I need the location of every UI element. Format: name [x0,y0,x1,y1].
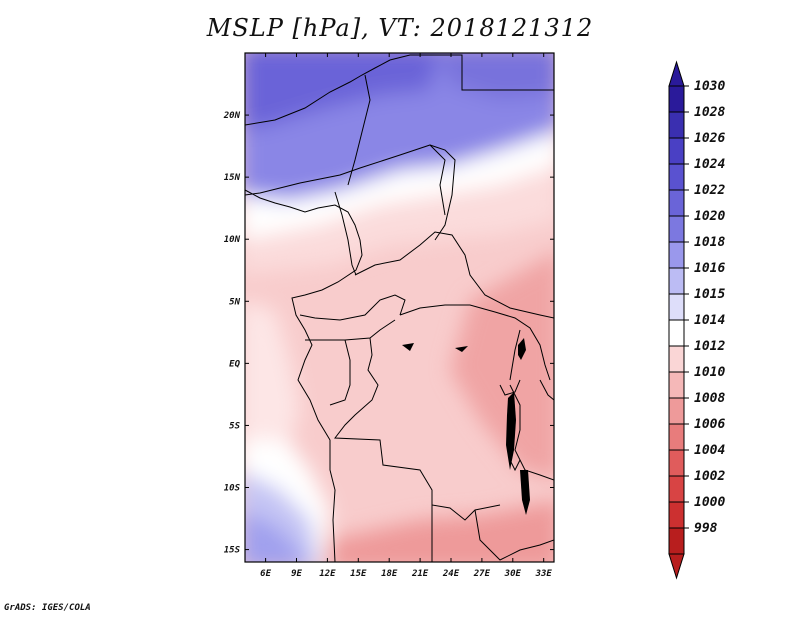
lon-tick-label: 21E [411,569,429,579]
lat-tick-label: EQ [229,359,240,369]
colorbar-label: 1002 [694,469,725,484]
colorbar-segment [668,163,685,191]
colorbar-segment [668,319,685,347]
lat-tick-label: 5N [229,297,240,307]
colorbar-label: 1024 [694,157,725,172]
lat-tick-label: 5S [229,421,240,431]
colorbar-label: 1000 [694,495,725,510]
lon-tick-label: 24E [442,569,460,579]
colorbar-segment [668,449,685,477]
colorbar: 1030 1028 1026 1024 1022 1020 1018 1016 1015 1014… [668,60,725,580]
lat-tick-label: 15N [224,173,241,183]
lon-tick-label: 27E [473,569,491,579]
axis-labels: 6E 9E 12E 15E 18E 21E 24E 27E 30E 33E 20N 15N 10N 5N E… [223,111,553,579]
lon-tick-label: 15E [350,569,367,579]
lakes [402,338,530,515]
map-title: MSLP [hPa], VT: 2018121312 [206,14,594,42]
lon-tick-label: 9E [291,569,302,579]
lon-tick-label: 33E [535,569,553,579]
lat-tick-label: 20N [223,111,241,121]
colorbar-label: 1012 [694,339,725,354]
colorbar-label: 1006 [694,417,725,432]
colorbar-label: 1016 [694,261,725,276]
colorbar-label: 998 [694,521,718,536]
colorbar-segment [668,85,685,113]
axis-ticks [245,53,554,562]
colorbar-label: 1022 [694,183,725,198]
colorbar-label: 1008 [694,391,725,406]
footer-credit: GrADS: IGES/COLA [4,603,91,613]
colorbar-segment [668,397,685,425]
lon-tick-label: 30E [504,569,522,579]
colorbar-segment [668,475,685,503]
lat-tick-label: 10N [224,235,241,245]
lon-tick-label: 18E [381,569,398,579]
colorbar-segment [668,189,685,217]
colorbar-segment [668,527,685,555]
colorbar-label: 1030 [694,79,725,94]
colorbar-segment [668,501,685,529]
lat-tick-label: 15S [224,546,241,556]
colorbar-label: 1020 [694,209,725,224]
colorbar-segment [668,267,685,295]
lon-tick-label: 6E [260,569,271,579]
lon-tick-label: 12E [319,569,336,579]
colorbar-segment [668,137,685,165]
plot-frame [244,52,555,563]
colorbar-segment [668,215,685,243]
lat-tick-label: 10S [224,484,241,494]
colorbar-label: 1015 [694,287,725,302]
colorbar-segment [668,111,685,139]
colorbar-segment [668,345,685,373]
colorbar-label: 1026 [694,131,725,146]
coastlines-and-borders [245,54,554,562]
colorbar-min-arrow [668,553,685,580]
colorbar-label: 1010 [694,365,725,380]
colorbar-segment [668,371,685,399]
colorbar-label: 1014 [694,313,725,328]
pressure-field [245,53,554,562]
colorbar-segment [668,293,685,321]
colorbar-segment [668,241,685,269]
colorbar-segment [668,423,685,451]
colorbar-max-arrow [668,60,685,87]
colorbar-label: 1018 [694,235,725,250]
colorbar-label: 1028 [694,105,725,120]
colorbar-label: 1004 [694,443,725,458]
